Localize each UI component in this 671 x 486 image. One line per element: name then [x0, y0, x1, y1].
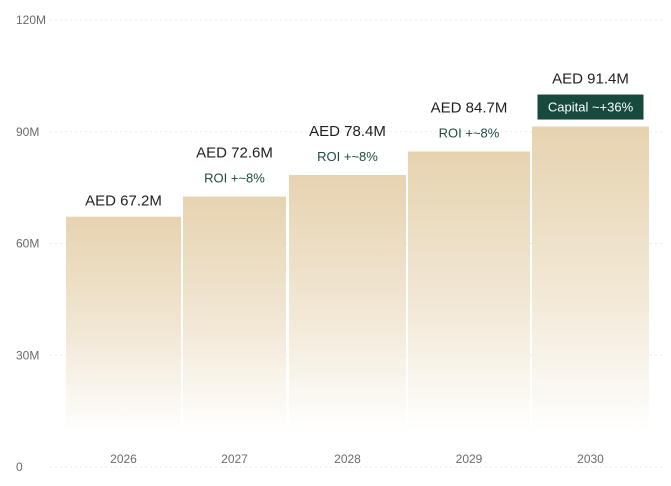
bar[interactable]	[289, 174, 406, 432]
y-tick-label: 120M	[16, 13, 46, 27]
y-axis-ticks: 0 30M 60M 90M 120M	[16, 13, 46, 474]
roi-annotation: ROI +~8%	[439, 125, 500, 140]
x-tick-label: 2026	[110, 452, 137, 466]
data-label: AED 91.4M	[552, 71, 629, 88]
roi-annotation: ROI +~8%	[204, 171, 265, 186]
data-label: AED 67.2M	[85, 193, 162, 210]
bar[interactable]	[408, 151, 530, 432]
y-tick-label: 30M	[16, 348, 39, 362]
bar-annotations: AED 67.2M AED 72.6M ROI +~8% AED 78.4M ROI +…	[85, 71, 644, 210]
x-tick-label: 2027	[221, 452, 248, 466]
bar[interactable]	[66, 216, 181, 432]
bar[interactable]	[183, 196, 286, 432]
y-tick-label: 0	[16, 460, 23, 474]
bars	[66, 126, 649, 432]
x-tick-label: 2028	[334, 452, 361, 466]
bar[interactable]	[532, 126, 649, 432]
roi-annotation: ROI +~8%	[317, 149, 378, 164]
capital-badge-label: Capital ~+36%	[548, 100, 634, 115]
x-tick-label: 2029	[456, 452, 483, 466]
y-tick-label: 90M	[16, 125, 39, 139]
data-label: AED 78.4M	[309, 123, 386, 140]
data-label: AED 72.6M	[196, 145, 273, 162]
x-axis-labels: 2026 2027 2028 2029 2030	[110, 452, 604, 466]
capital-badge	[537, 94, 644, 120]
y-tick-label: 60M	[16, 237, 39, 251]
data-label: AED 84.7M	[431, 99, 508, 116]
x-tick-label: 2030	[577, 452, 604, 466]
